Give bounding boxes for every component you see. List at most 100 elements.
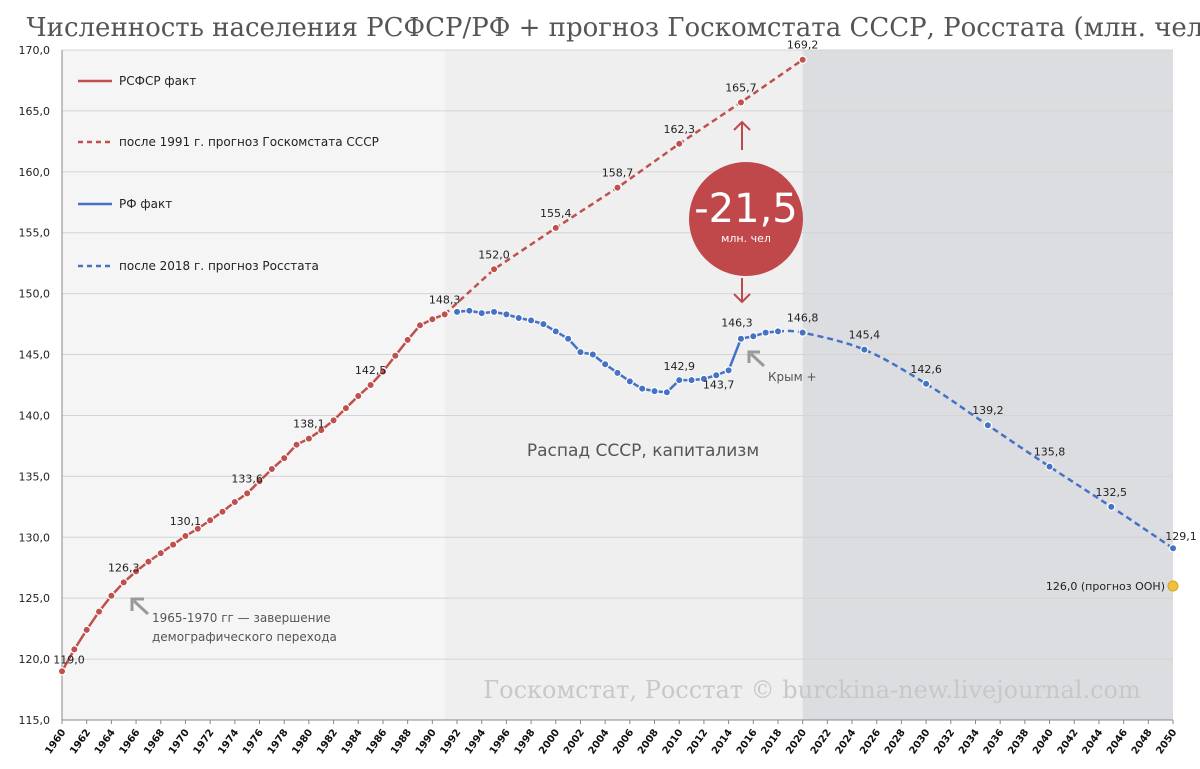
x-tick-label: 1986 [364, 727, 389, 756]
x-tick-labels: 1960 1962 1964 1966 1968 1970 1972 1974 1976 1978… [43, 727, 1179, 756]
x-tick-label: 1988 [389, 727, 414, 756]
data-label-rsfsr: 133,6 [231, 472, 263, 485]
data-point-rf [563, 334, 573, 343]
x-tick-label: 1962 [68, 727, 93, 756]
data-point-rsfsr [366, 380, 375, 390]
x-tick-label: 1992 [438, 727, 463, 756]
data-point-gks-forecast [798, 55, 807, 64]
legend-label-rf: РФ факт [119, 197, 172, 211]
data-point-rf [749, 332, 758, 341]
data-point-gks-forecast [675, 139, 684, 148]
x-tick-label: 2004 [587, 727, 612, 756]
x-tick-label: 1994 [463, 727, 488, 756]
data-label-rosstat-forecast: 132,5 [1096, 486, 1128, 499]
data-point-rsfsr [131, 567, 141, 576]
data-label-rsfsr: 119,0 [53, 653, 85, 666]
region-collapse-background [444, 50, 803, 720]
data-point-rsfsr [403, 335, 412, 345]
y-tick-label: 125,0 [19, 592, 51, 605]
data-point-rf [662, 388, 672, 397]
data-point-rsfsr [378, 367, 388, 376]
data-point-gks-forecast [489, 265, 499, 274]
data-point-rosstat-forecast [1045, 462, 1054, 471]
data-point-rosstat-forecast [983, 421, 993, 430]
data-point-rsfsr [218, 507, 227, 516]
data-labels: 119,0 126,3 130,1 133,6 138,1 142,5 148,3 152,0… [53, 39, 1197, 667]
data-point-rf [724, 366, 733, 375]
data-point-rf [452, 307, 462, 317]
x-tick-label: 2018 [759, 727, 784, 756]
data-point-rf [526, 316, 536, 325]
data-point-rosstat-forecast [860, 345, 869, 354]
x-tick-label: 1996 [488, 727, 513, 756]
x-tick-label: 2010 [661, 727, 686, 756]
gridlines [62, 49, 1173, 721]
data-point-rsfsr [156, 548, 165, 558]
data-label-rosstat-forecast: 139,2 [972, 404, 1004, 417]
data-point-gks-forecast [736, 98, 746, 107]
data-label-rf: 143,7 [703, 378, 735, 391]
data-point-rsfsr [242, 489, 252, 498]
difference-badge: -21,5 млн. чел [689, 120, 803, 304]
x-tick-label: 1964 [93, 727, 118, 756]
x-tick-label: 2016 [735, 727, 760, 756]
x-tick-label: 1984 [340, 727, 365, 756]
x-tick-label: 2014 [710, 727, 735, 756]
x-tick-label: 1970 [167, 727, 192, 756]
y-tick-label: 160,0 [19, 166, 51, 179]
region-label-collapse: Распад СССР, капитализм [527, 441, 759, 461]
difference-circle [689, 162, 803, 276]
x-tick-label: 2008 [636, 727, 661, 756]
arrow-down-icon [733, 278, 751, 304]
x-tick-label: 1980 [290, 727, 315, 756]
demographic-annotation: 1965-1970 гг — завершение демографическо… [130, 597, 337, 644]
un-forecast-label: 126,0 (прогноз ООН) [1046, 580, 1165, 593]
data-label-rosstat-forecast: 129,1 [1165, 530, 1197, 543]
data-point-rf [625, 377, 635, 386]
data-point-rf [761, 328, 770, 337]
data-point-rsfsr [82, 625, 91, 635]
data-point-rf [699, 374, 709, 384]
y-tick-label: 140,0 [19, 409, 51, 422]
y-tick-label: 170,0 [19, 44, 51, 57]
x-tick-label: 1968 [142, 727, 167, 756]
x-tick-label: 2050 [1154, 727, 1179, 756]
x-tick-label: 2042 [1056, 727, 1081, 756]
data-point-rsfsr [280, 453, 289, 463]
arrow-up-left-icon [130, 597, 150, 616]
crimea-annotation: Крым + [747, 350, 817, 384]
x-tick-label: 2034 [957, 727, 982, 756]
legend-label-gks-forecast: после 1991 г. прогноз Госкомстата СССР [119, 135, 379, 149]
x-tick-label: 2038 [1006, 727, 1031, 756]
data-point-rsfsr [181, 531, 190, 541]
x-tick-label: 1974 [216, 727, 241, 756]
data-label-rsfsr: 138,1 [293, 418, 325, 431]
data-point-rsfsr [304, 434, 314, 443]
data-point-rosstat-forecast [1168, 544, 1178, 553]
demographic-note-line1: 1965-1970 гг — завершение [152, 611, 331, 625]
series-line-rosstat-forecast [777, 329, 1174, 550]
x-tick-label: 2022 [809, 727, 834, 756]
data-point-rf [600, 360, 610, 369]
x-tick-label: 2020 [784, 727, 809, 756]
data-point-rsfsr [292, 440, 301, 449]
data-point-rsfsr [94, 607, 104, 616]
data-point-rsfsr [440, 310, 449, 319]
data-label-gks-forecast: 155,4 [540, 207, 572, 220]
y-tick-label: 120,0 [19, 653, 51, 666]
arrow-up-left-icon [747, 350, 766, 368]
data-point-rsfsr [144, 557, 153, 566]
data-point-rf [514, 313, 523, 323]
data-point-rf [613, 368, 622, 378]
data-point-rf [637, 384, 647, 393]
data-point-rf [489, 307, 499, 317]
data-point-rf [477, 308, 486, 318]
y-tick-label: 150,0 [19, 288, 51, 301]
data-label-rf: 142,9 [663, 360, 695, 373]
data-point-rsfsr [341, 403, 351, 413]
data-point-rsfsr [428, 315, 437, 324]
y-tick-label: 130,0 [19, 531, 51, 544]
data-label-gks-forecast: 165,7 [725, 81, 757, 94]
y-tick-label: 155,0 [19, 227, 51, 240]
